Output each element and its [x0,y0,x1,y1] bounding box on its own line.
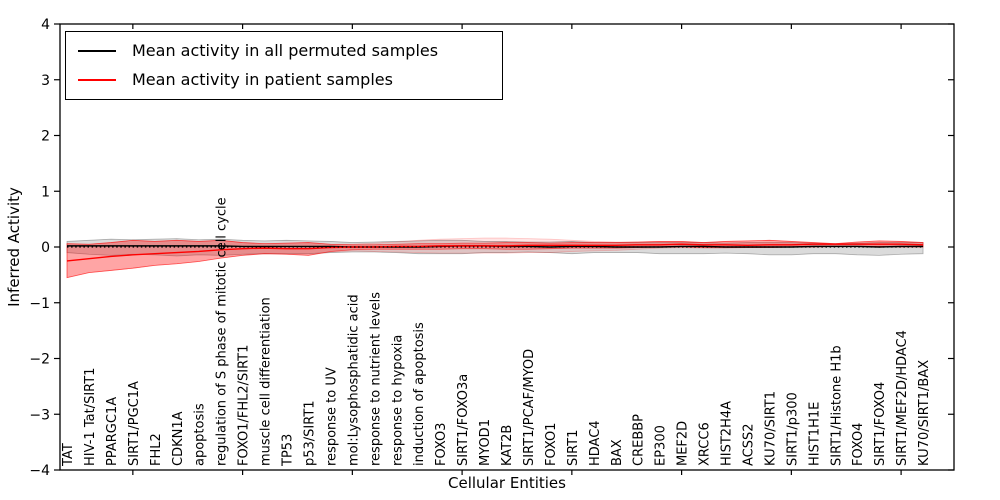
x-entity-label: TAT [61,443,76,467]
x-entity-label: FOXO1 [544,423,559,466]
x-entity-label: response to UV [324,367,339,466]
x-entity-label: CDKN1A [171,411,186,466]
x-entity-label: TP53 [281,434,296,467]
legend-line-permuted-icon [78,50,116,52]
legend-line-patient-icon [78,79,116,81]
y-tick-label: −1 [29,296,50,312]
y-tick-label: −2 [29,352,50,368]
x-entity-label: SIRT1/PCAF/MYOD [522,349,537,466]
x-entity-label: apoptosis [193,403,208,466]
legend-label-patient: Mean activity in patient samples [132,70,393,89]
x-entity-label: SIRT1/MEF2D/HDAC4 [895,330,910,466]
x-entity-label: EP300 [654,425,669,466]
legend-item-patient: Mean activity in patient samples [78,70,490,90]
x-entity-label: HIST1H1E [807,402,822,466]
x-entity-label: CREBBP [632,414,647,466]
x-entity-label: XRCC6 [698,422,713,466]
x-entity-label: HIV-1 Tat/SIRT1 [83,368,98,466]
y-tick-label: 0 [41,240,50,256]
x-entity-label: FOXO1/FHL2/SIRT1 [237,345,252,466]
x-entity-label: SIRT1/FOXO3a [456,374,471,466]
x-entity-label: muscle cell differentiation [259,297,274,466]
y-axis-label: Inferred Activity [5,187,23,307]
x-entity-label: FHL2 [149,433,164,466]
x-entity-label: HDAC4 [588,420,603,466]
x-entity-label: SIRT1 [566,430,581,466]
x-entity-label: p53/SIRT1 [302,400,317,466]
y-tick-label: −4 [29,463,50,479]
x-entity-label: FOXO4 [851,423,866,466]
x-entity-label: mol:Lysophosphatidic acid [346,294,361,466]
x-entity-label: KU70/SIRT1 [763,391,778,466]
x-entity-label: SIRT1/PGC1A [127,381,142,466]
y-tick-label: 3 [41,73,50,89]
x-entity-label: HIST2H4A [720,401,735,466]
x-entity-label: KU70/SIRT1/BAX [917,360,932,466]
x-entity-label: PPARGC1A [105,397,120,466]
x-entity-label: induction of apoptosis [412,322,427,466]
x-entity-label: ACSS2 [741,423,756,466]
legend-label-permuted: Mean activity in all permuted samples [132,41,439,60]
legend: Mean activity in all permuted samples Me… [65,31,503,100]
x-entity-label: MEF2D [676,421,691,466]
x-entity-label: KAT2B [500,425,515,466]
patient-mean-line [66,243,924,262]
y-tick-label: 1 [41,184,50,200]
x-entity-label: FOXO3 [434,423,449,466]
x-entity-label: regulation of S phase of mitotic cell cy… [215,197,230,466]
x-entity-label: response to hypoxia [390,335,405,466]
y-tick-label: 2 [41,129,50,145]
y-tick-label: 4 [41,17,50,33]
x-entity-label: SIRT1/Histone H1b [829,345,844,466]
x-entity-label: SIRT1/FOXO4 [873,382,888,466]
legend-item-permuted: Mean activity in all permuted samples [78,41,490,61]
y-tick-label: −3 [29,407,50,423]
x-entity-label: response to nutrient levels [368,292,383,466]
x-entity-label: SIRT1/p300 [785,392,800,466]
x-entity-label: MYOD1 [478,419,493,466]
x-entity-label: BAX [610,439,625,466]
x-axis-label: Cellular Entities [448,474,566,492]
